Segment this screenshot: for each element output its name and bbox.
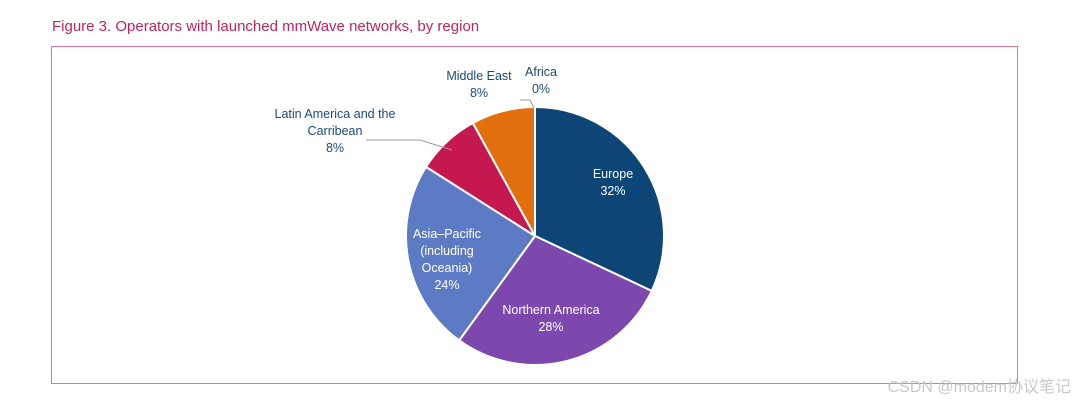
slice-label-europe: Europe 32% xyxy=(593,167,633,198)
slice-value-africa: 0% xyxy=(532,82,550,96)
slice-label-northern-america: Northern America 28% xyxy=(502,303,599,334)
pie-slice-northern-america xyxy=(457,234,654,366)
slice-name-europe: Europe xyxy=(593,167,633,181)
watermark: CSDN @modem协议笔记 xyxy=(887,379,1071,396)
slice-value-northern-america: 28% xyxy=(538,320,563,334)
slice-label-africa: Africa 0% xyxy=(525,65,557,96)
slice-value-asia-pacific-including-oceania: 24% xyxy=(434,278,459,292)
chart-frame xyxy=(51,46,1018,384)
slice-value-europe: 32% xyxy=(600,184,625,198)
slice-name-northern-america: Northern America xyxy=(502,303,599,317)
slice-name-latin-america-and-the-carribean: Carribean xyxy=(308,124,363,138)
pie-slice-asia-pacific-including-oceania xyxy=(405,165,537,342)
slice-value-latin-america-and-the-carribean: 8% xyxy=(326,141,344,155)
slice-label-asia-pacific-including-oceania: Asia–Pacific (including Oceania) 24% xyxy=(413,227,481,292)
slice-name-asia-pacific-including-oceania: (including xyxy=(420,244,474,258)
pie-slice-europe xyxy=(534,105,665,293)
slice-name-latin-america-and-the-carribean: Latin America and the xyxy=(275,107,396,121)
slice-name-asia-pacific-including-oceania: Asia–Pacific xyxy=(413,227,481,241)
chart-title: Figure 3. Operators with launched mmWave… xyxy=(52,18,480,35)
slice-name-africa: Africa xyxy=(525,65,557,79)
leader-line-africa xyxy=(520,99,535,109)
slice-value-middle-east: 8% xyxy=(470,86,488,100)
leader-line-latin-america-and-the-carribean xyxy=(366,139,453,151)
slice-name-middle-east: Middle East xyxy=(446,69,512,83)
slice-label-latin-america-and-the-carribean: Latin America and the Carribean 8% xyxy=(275,107,396,155)
pie-slice-middle-east xyxy=(471,105,536,237)
slice-label-middle-east: Middle East 8% xyxy=(446,69,512,100)
slice-name-asia-pacific-including-oceania: Oceania) xyxy=(422,261,473,275)
